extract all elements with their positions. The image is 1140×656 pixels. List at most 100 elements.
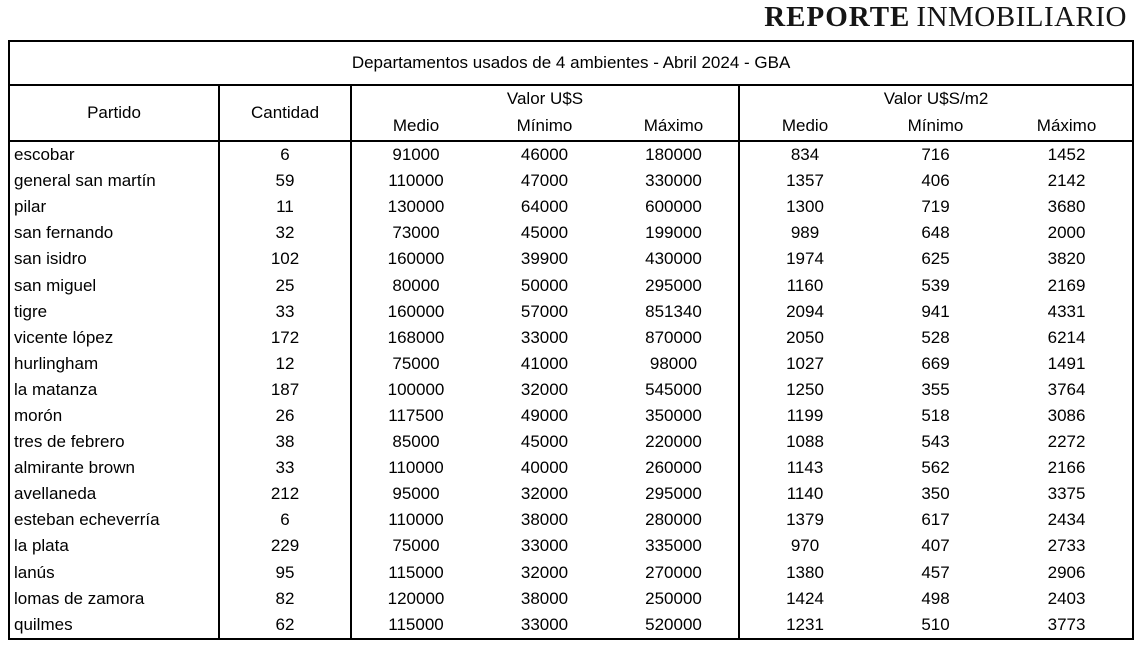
- usd-maximo-cell: 220000: [609, 429, 740, 456]
- partido-cell: esteban echeverría: [9, 507, 220, 534]
- usd-maximo-cell: 545000: [609, 376, 740, 403]
- usd-medio-cell: 80000: [392, 275, 440, 295]
- usdm2-maximo-cell: 2434: [1047, 510, 1086, 530]
- cantidad-cell: 187: [219, 376, 352, 403]
- usd-medio-cell: 160000: [387, 301, 445, 321]
- partido-cell: hurlingham: [9, 350, 220, 377]
- cantidad-cell: 229: [219, 533, 352, 560]
- usd-maximo-cell: 335000: [609, 533, 740, 560]
- usd-maximo-cell: 98000: [609, 350, 740, 377]
- reporte-inmobiliario-logo: REPORTE INMOBILIARIO: [764, 1, 1127, 33]
- usd-minimo-cell: 46000: [520, 145, 569, 165]
- table-body: escobar 6 91000 46000 180000 834 716 1452 genera…: [9, 141, 1133, 639]
- usd-maximo-cell: 270000: [609, 559, 740, 586]
- usdm2-maximo-cell: 2000: [1047, 223, 1086, 243]
- table-row: la plata 229 75000 33000 335000 970 407 2733: [9, 533, 1133, 560]
- usdm2-maximo-cell: 1491: [1047, 353, 1086, 373]
- usdm2-maximo-cell: 3820: [1047, 249, 1086, 269]
- usdm2-minimo-cell: 617: [921, 510, 950, 530]
- col-header-usd-minimo: Mínimo: [480, 112, 609, 142]
- usdm2-medio-cell: 1160: [786, 275, 824, 295]
- usdm2-minimo-cell: 407: [921, 536, 950, 556]
- cantidad-cell: 32: [219, 220, 352, 247]
- partido-cell: general san martín: [9, 168, 220, 195]
- table-row: la matanza 187 100000 32000 545000 1250 355 376…: [9, 376, 1133, 403]
- usd-minimo-cell: 38000: [520, 510, 569, 530]
- usd-minimo-cell: 39900: [520, 249, 569, 269]
- usdm2-maximo-cell: 2166: [1047, 458, 1086, 478]
- usdm2-minimo-cell: 719: [921, 197, 950, 217]
- usdm2-medio-cell: 1199: [786, 405, 824, 425]
- usdm2-medio-cell: 1974: [786, 249, 824, 269]
- usd-medio-cell: 115000: [388, 614, 444, 634]
- header-group-row: Partido Cantidad Valor U$S Valor U$S/m2: [9, 85, 1133, 142]
- col-header-usd-maximo: Máximo: [609, 112, 740, 142]
- usdm2-medio-cell: 1140: [786, 484, 824, 504]
- usd-maximo-cell: 870000: [609, 324, 740, 351]
- usd-medio-cell: 100000: [387, 379, 445, 399]
- cantidad-cell: 59: [219, 168, 352, 195]
- usd-medio-cell: 120000: [387, 588, 445, 608]
- usdm2-minimo-cell: 539: [921, 275, 950, 295]
- table-row: san fernando 32 73000 45000 199000 989 648 2000: [9, 220, 1133, 247]
- col-header-cantidad: Cantidad: [219, 85, 352, 142]
- usdm2-minimo-cell: 355: [921, 379, 950, 399]
- usdm2-medio-cell: 1250: [786, 379, 824, 399]
- usd-minimo-cell: 41000: [520, 353, 569, 373]
- table-row: lomas de zamora 82 120000 38000 250000 1424 49…: [9, 585, 1133, 612]
- usd-minimo-cell: 33000: [520, 536, 569, 556]
- table-row: san isidro 102 160000 39900 430000 1974 625 382…: [9, 246, 1133, 273]
- usdm2-medio-cell: 1357: [786, 171, 824, 191]
- usdm2-medio-cell: 1143: [786, 458, 824, 478]
- usdm2-medio-cell: 1027: [786, 353, 824, 373]
- partido-cell: lomas de zamora: [9, 585, 220, 612]
- cantidad-cell: 12: [219, 350, 352, 377]
- usd-medio-cell: 110000: [388, 458, 444, 478]
- usdm2-medio-cell: 2050: [786, 327, 824, 347]
- usd-maximo-cell: 600000: [609, 194, 740, 221]
- usdm2-maximo-cell: 4331: [1047, 301, 1086, 321]
- table-row: tigre 33 160000 57000 851340 2094 941 4331: [9, 298, 1133, 325]
- usd-medio-cell: 110000: [388, 171, 444, 191]
- usdm2-medio-cell: 970: [790, 536, 820, 556]
- usd-minimo-cell: 40000: [520, 458, 569, 478]
- usd-maximo-cell: 430000: [609, 246, 740, 273]
- usdm2-minimo-cell: 498: [921, 588, 950, 608]
- usd-medio-cell: 75000: [392, 536, 440, 556]
- logo-word-reporte: REPORTE: [764, 1, 911, 33]
- usd-medio-cell: 168000: [387, 327, 445, 347]
- table-row: morón 26 117500 49000 350000 1199 518 3086: [9, 402, 1133, 430]
- usd-medio-cell: 91000: [392, 145, 440, 165]
- usdm2-medio-cell: 2094: [786, 301, 824, 321]
- col-header-partido: Partido: [9, 85, 220, 142]
- col-group-valor-usd-m2: Valor U$S/m2: [883, 89, 989, 108]
- usdm2-maximo-cell: 3680: [1047, 197, 1086, 217]
- table-row: pilar 11 130000 64000 600000 1300 719 3680: [9, 194, 1133, 221]
- partido-cell: pilar: [9, 194, 220, 221]
- partido-cell: escobar: [9, 141, 220, 169]
- usdm2-maximo-cell: 2142: [1047, 171, 1086, 191]
- cantidad-cell: 33: [219, 298, 352, 325]
- partido-cell: la plata: [9, 533, 220, 560]
- usdm2-maximo-cell: 2733: [1047, 536, 1086, 556]
- table-row: almirante brown 33 110000 40000 260000 1143 56…: [9, 455, 1133, 482]
- usdm2-medio-cell: 834: [790, 145, 820, 165]
- usdm2-minimo-cell: 716: [921, 145, 950, 165]
- partido-cell: vicente lópez: [9, 324, 220, 351]
- usdm2-maximo-cell: 2169: [1047, 275, 1086, 295]
- usdm2-minimo-cell: 518: [921, 405, 950, 425]
- usd-medio-cell: 95000: [392, 484, 440, 504]
- cantidad-cell: 6: [219, 141, 352, 169]
- header-sub-row: Medio Mínimo Máximo Medio Mínimo Máximo: [9, 112, 1134, 142]
- usd-minimo-cell: 33000: [520, 327, 569, 347]
- usd-maximo-cell: 295000: [609, 481, 740, 508]
- table-row: lanús 95 115000 32000 270000 1380 457 2906: [9, 559, 1133, 586]
- logo-word-inmobiliario: INMOBILIARIO: [916, 1, 1127, 33]
- usd-maximo-cell: 250000: [609, 585, 740, 612]
- usd-minimo-cell: 57000: [520, 301, 569, 321]
- table-row: avellaneda 212 95000 32000 295000 1140 350 3375: [9, 481, 1133, 508]
- usdm2-minimo-cell: 543: [921, 432, 950, 452]
- col-header-usdm2-maximo: Máximo: [1001, 112, 1134, 142]
- usdm2-minimo-cell: 528: [921, 327, 950, 347]
- table-row: san miguel 25 80000 50000 295000 1160 539 2169: [9, 272, 1133, 299]
